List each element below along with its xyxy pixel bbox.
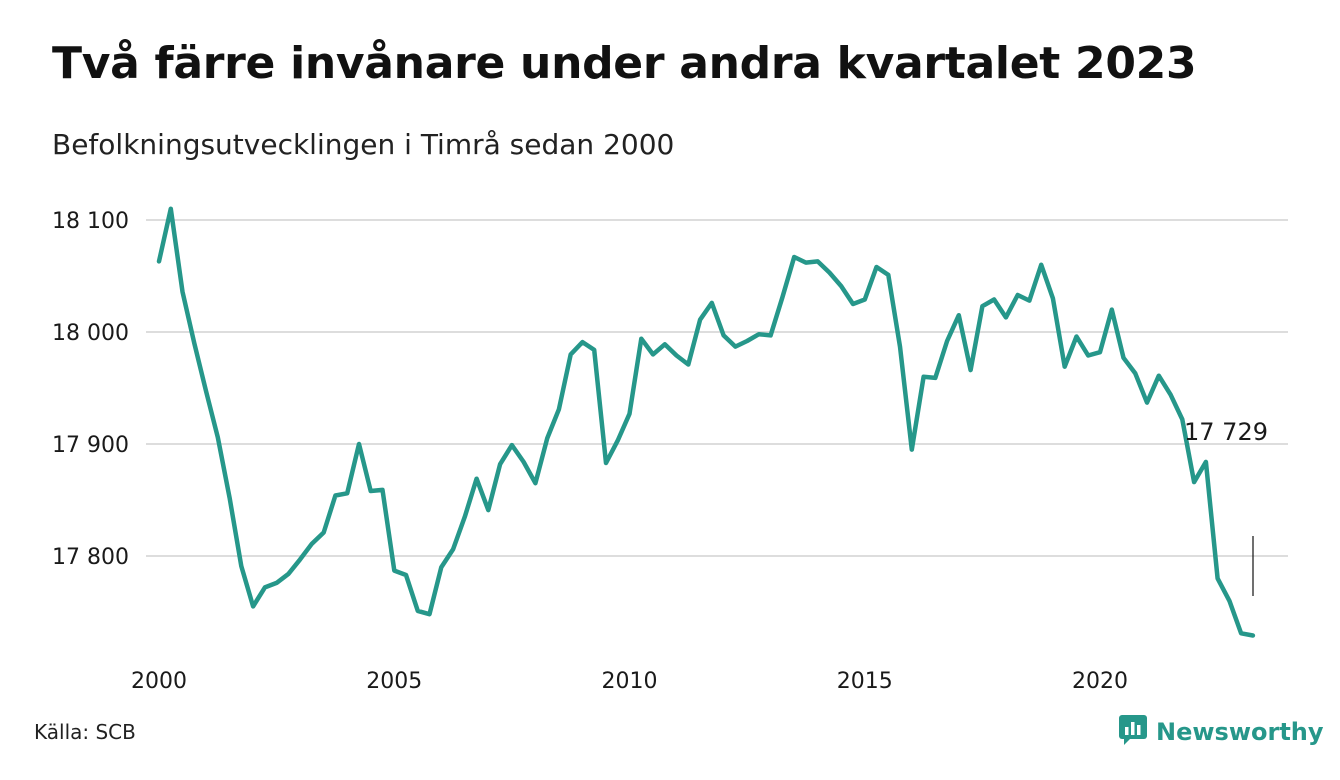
- y-tick-label: 18 000: [52, 321, 129, 346]
- chart-title: Två färre invånare under andra kvartalet…: [52, 38, 1197, 89]
- x-tick-label: 2005: [366, 669, 422, 694]
- brand-logo: Newsworthy: [1118, 714, 1324, 750]
- source-note: Källa: SCB: [34, 720, 136, 744]
- y-tick-label: 18 100: [52, 209, 129, 234]
- x-tick-label: 2015: [837, 669, 893, 694]
- y-axis-ticks: 17 800 17 900 18 000 18 100: [52, 209, 129, 570]
- population-line: [156, 206, 1256, 638]
- last-value-label: 17 729: [1184, 418, 1268, 446]
- x-tick-label: 2010: [602, 669, 658, 694]
- chart-subtitle: Befolkningsutvecklingen i Timrå sedan 20…: [52, 128, 675, 161]
- bar-chart-speech-bubble-icon: [1118, 714, 1148, 750]
- brand-name: Newsworthy: [1156, 718, 1324, 746]
- y-tick-label: 17 900: [52, 433, 129, 458]
- x-tick-label: 2020: [1072, 669, 1128, 694]
- y-tick-label: 17 800: [52, 545, 129, 570]
- x-axis-ticks: 2000 2005 2010 2015 2020: [131, 669, 1128, 694]
- x-tick-label: 2000: [131, 669, 187, 694]
- gridlines: [146, 219, 1288, 557]
